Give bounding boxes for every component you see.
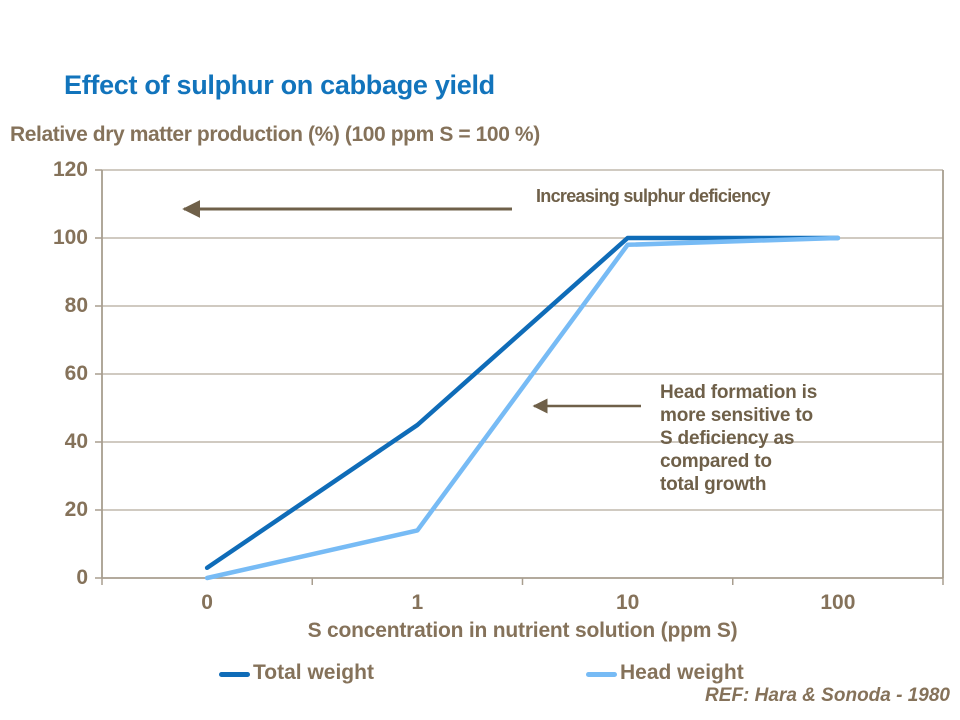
legend-label-head-weight: Head weight (620, 661, 744, 684)
y-tick-label: 40 (64, 430, 88, 453)
annotation-head-formation: Head formation is more sensitive to S de… (660, 381, 817, 496)
annotation-line: more sensitive to (660, 405, 813, 426)
y-tick-label: 120 (52, 158, 88, 181)
annotation-line: total growth (660, 474, 767, 495)
legend-swatch-total-weight (219, 672, 250, 677)
annotation-line: Head formation is (660, 382, 818, 403)
series-layer (204, 235, 841, 581)
x-tick-label: 100 (820, 591, 856, 614)
reference-text: REF: Hara & Sonoda - 1980 (705, 685, 950, 706)
y-tick-label: 80 (64, 294, 88, 317)
y-tick-label: 100 (52, 226, 88, 249)
page-title: Effect of sulphur on cabbage yield (64, 70, 495, 100)
annotation-line: compared to (660, 451, 772, 472)
annotation-line: S deficiency as (660, 428, 795, 449)
annotation-increasing-deficiency: Increasing sulphur deficiency (536, 186, 770, 206)
legend-swatch-head-weight (586, 672, 617, 677)
x-tick-label: 0 (201, 591, 213, 614)
x-axis-title: S concentration in nutrient solution (pp… (307, 619, 738, 642)
x-tick-label: 1 (411, 591, 424, 614)
series-line-head-weight (204, 235, 841, 581)
x-tick-label: 10 (615, 591, 640, 614)
y-tick-label: 20 (64, 498, 88, 521)
y-tick-label: 0 (76, 566, 88, 589)
y-axis-title: Relative dry matter production (%) (100 … (10, 123, 540, 146)
grid-layer (95, 169, 944, 585)
legend-label-total-weight: Total weight (253, 661, 374, 684)
series-line-total-weight (204, 235, 841, 571)
y-tick-label: 60 (64, 362, 88, 385)
